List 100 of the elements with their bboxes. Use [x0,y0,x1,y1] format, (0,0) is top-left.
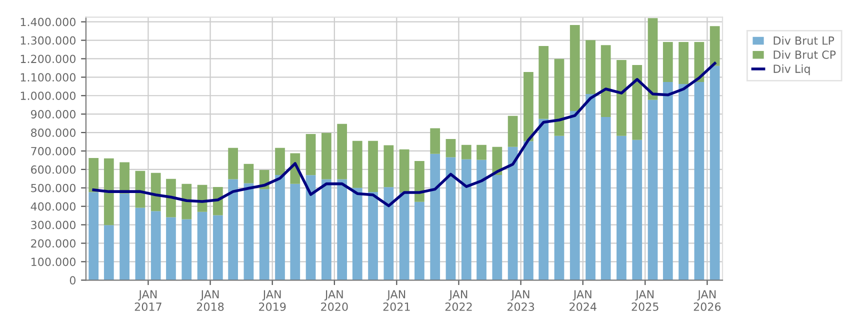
bar [570,24,580,111]
bar [275,148,285,175]
bar [352,188,362,280]
x-tick-label: JAN 2018 [196,290,224,311]
bar [476,160,486,280]
bar [461,144,472,160]
x-tick-label: JAN 2023 [507,290,534,311]
y-tick-label: 600.000 [31,165,76,174]
bar [694,82,704,280]
y-tick-label: 1.300.000 [20,36,76,45]
bar [600,45,611,118]
bar [337,124,347,180]
bar [182,184,192,220]
y-tick-label: 1.000.000 [20,92,76,100]
y-tick-label: 1.400.000 [20,18,76,26]
y-tick-label: 500.000 [31,184,76,192]
bar [538,118,549,280]
bar [554,136,564,280]
bar [104,158,114,226]
bar [662,42,673,82]
bar [384,145,394,188]
bar [384,187,394,280]
bar [648,18,658,100]
bar [461,159,472,280]
x-tick-label: JAN 2020 [321,290,348,311]
y-tick-label: 900.000 [30,110,76,118]
bar [616,60,626,136]
y-tick-label: 1.200.000 [20,54,76,64]
bar [414,160,424,202]
bar [524,72,534,142]
bar [446,138,456,158]
bar [212,215,223,280]
y-tick-label: 200.000 [31,239,76,248]
bar [662,82,673,280]
bar [337,179,347,280]
bar [104,225,114,280]
legend-label: Div Liq [774,64,810,76]
bar [166,178,176,218]
bar [399,149,410,192]
bar [321,179,332,280]
bar [306,134,316,176]
x-tick-label: JAN 2019 [259,290,286,311]
bar [476,144,486,160]
y-tick-label: 0 [70,276,76,285]
bar [120,194,130,280]
x-tick-label: JAN 2017 [134,290,162,311]
bar [414,202,424,280]
bar [616,136,626,280]
bar [306,175,316,280]
bar [290,184,300,280]
bar [150,211,161,280]
bar [244,183,254,280]
bar [678,42,688,84]
bar [228,148,238,180]
bar [524,141,534,280]
bar [430,128,440,154]
legend-label: Div Brut LP [774,36,834,45]
bar [135,208,146,280]
bar [632,65,642,140]
bar [600,117,611,280]
bar [275,174,285,280]
bar [508,116,518,147]
bar [554,58,564,136]
bar [632,140,642,280]
x-tick-label: JAN 2024 [570,290,596,311]
bar [150,172,161,212]
bar [710,66,720,280]
bar [430,154,440,280]
bar [508,146,518,280]
bar [321,132,332,180]
bar [538,46,549,119]
y-tick-label: 300.000 [31,220,76,230]
y-tick-label: 800.000 [31,128,76,137]
bar [244,164,254,184]
bar [586,40,596,94]
bar [166,217,176,280]
bar [399,192,410,280]
bar [446,157,456,280]
bar [648,100,658,280]
bar [710,26,720,66]
legend-label: Div Brut CP [774,50,836,59]
x-tick-label: JAN 2022 [445,290,472,311]
line-series [92,62,716,208]
bar [352,140,362,188]
bar [368,140,378,192]
y-tick-label: 100.000 [32,258,76,266]
y-tick-label: 700.000 [31,146,76,156]
bar [228,179,238,280]
x-tick-label: JAN 2021 [383,290,410,311]
bar [678,84,688,280]
bar [197,212,208,280]
x-tick-label: JAN 2026 [694,290,721,311]
bar [88,158,99,192]
bar [368,192,378,280]
bar [182,219,192,280]
bar [586,94,596,280]
x-tick-label: JAN 2025 [632,290,658,311]
y-tick-label: 400.000 [30,202,76,211]
y-tick-label: 1.100.000 [20,73,76,82]
bar [492,174,502,280]
